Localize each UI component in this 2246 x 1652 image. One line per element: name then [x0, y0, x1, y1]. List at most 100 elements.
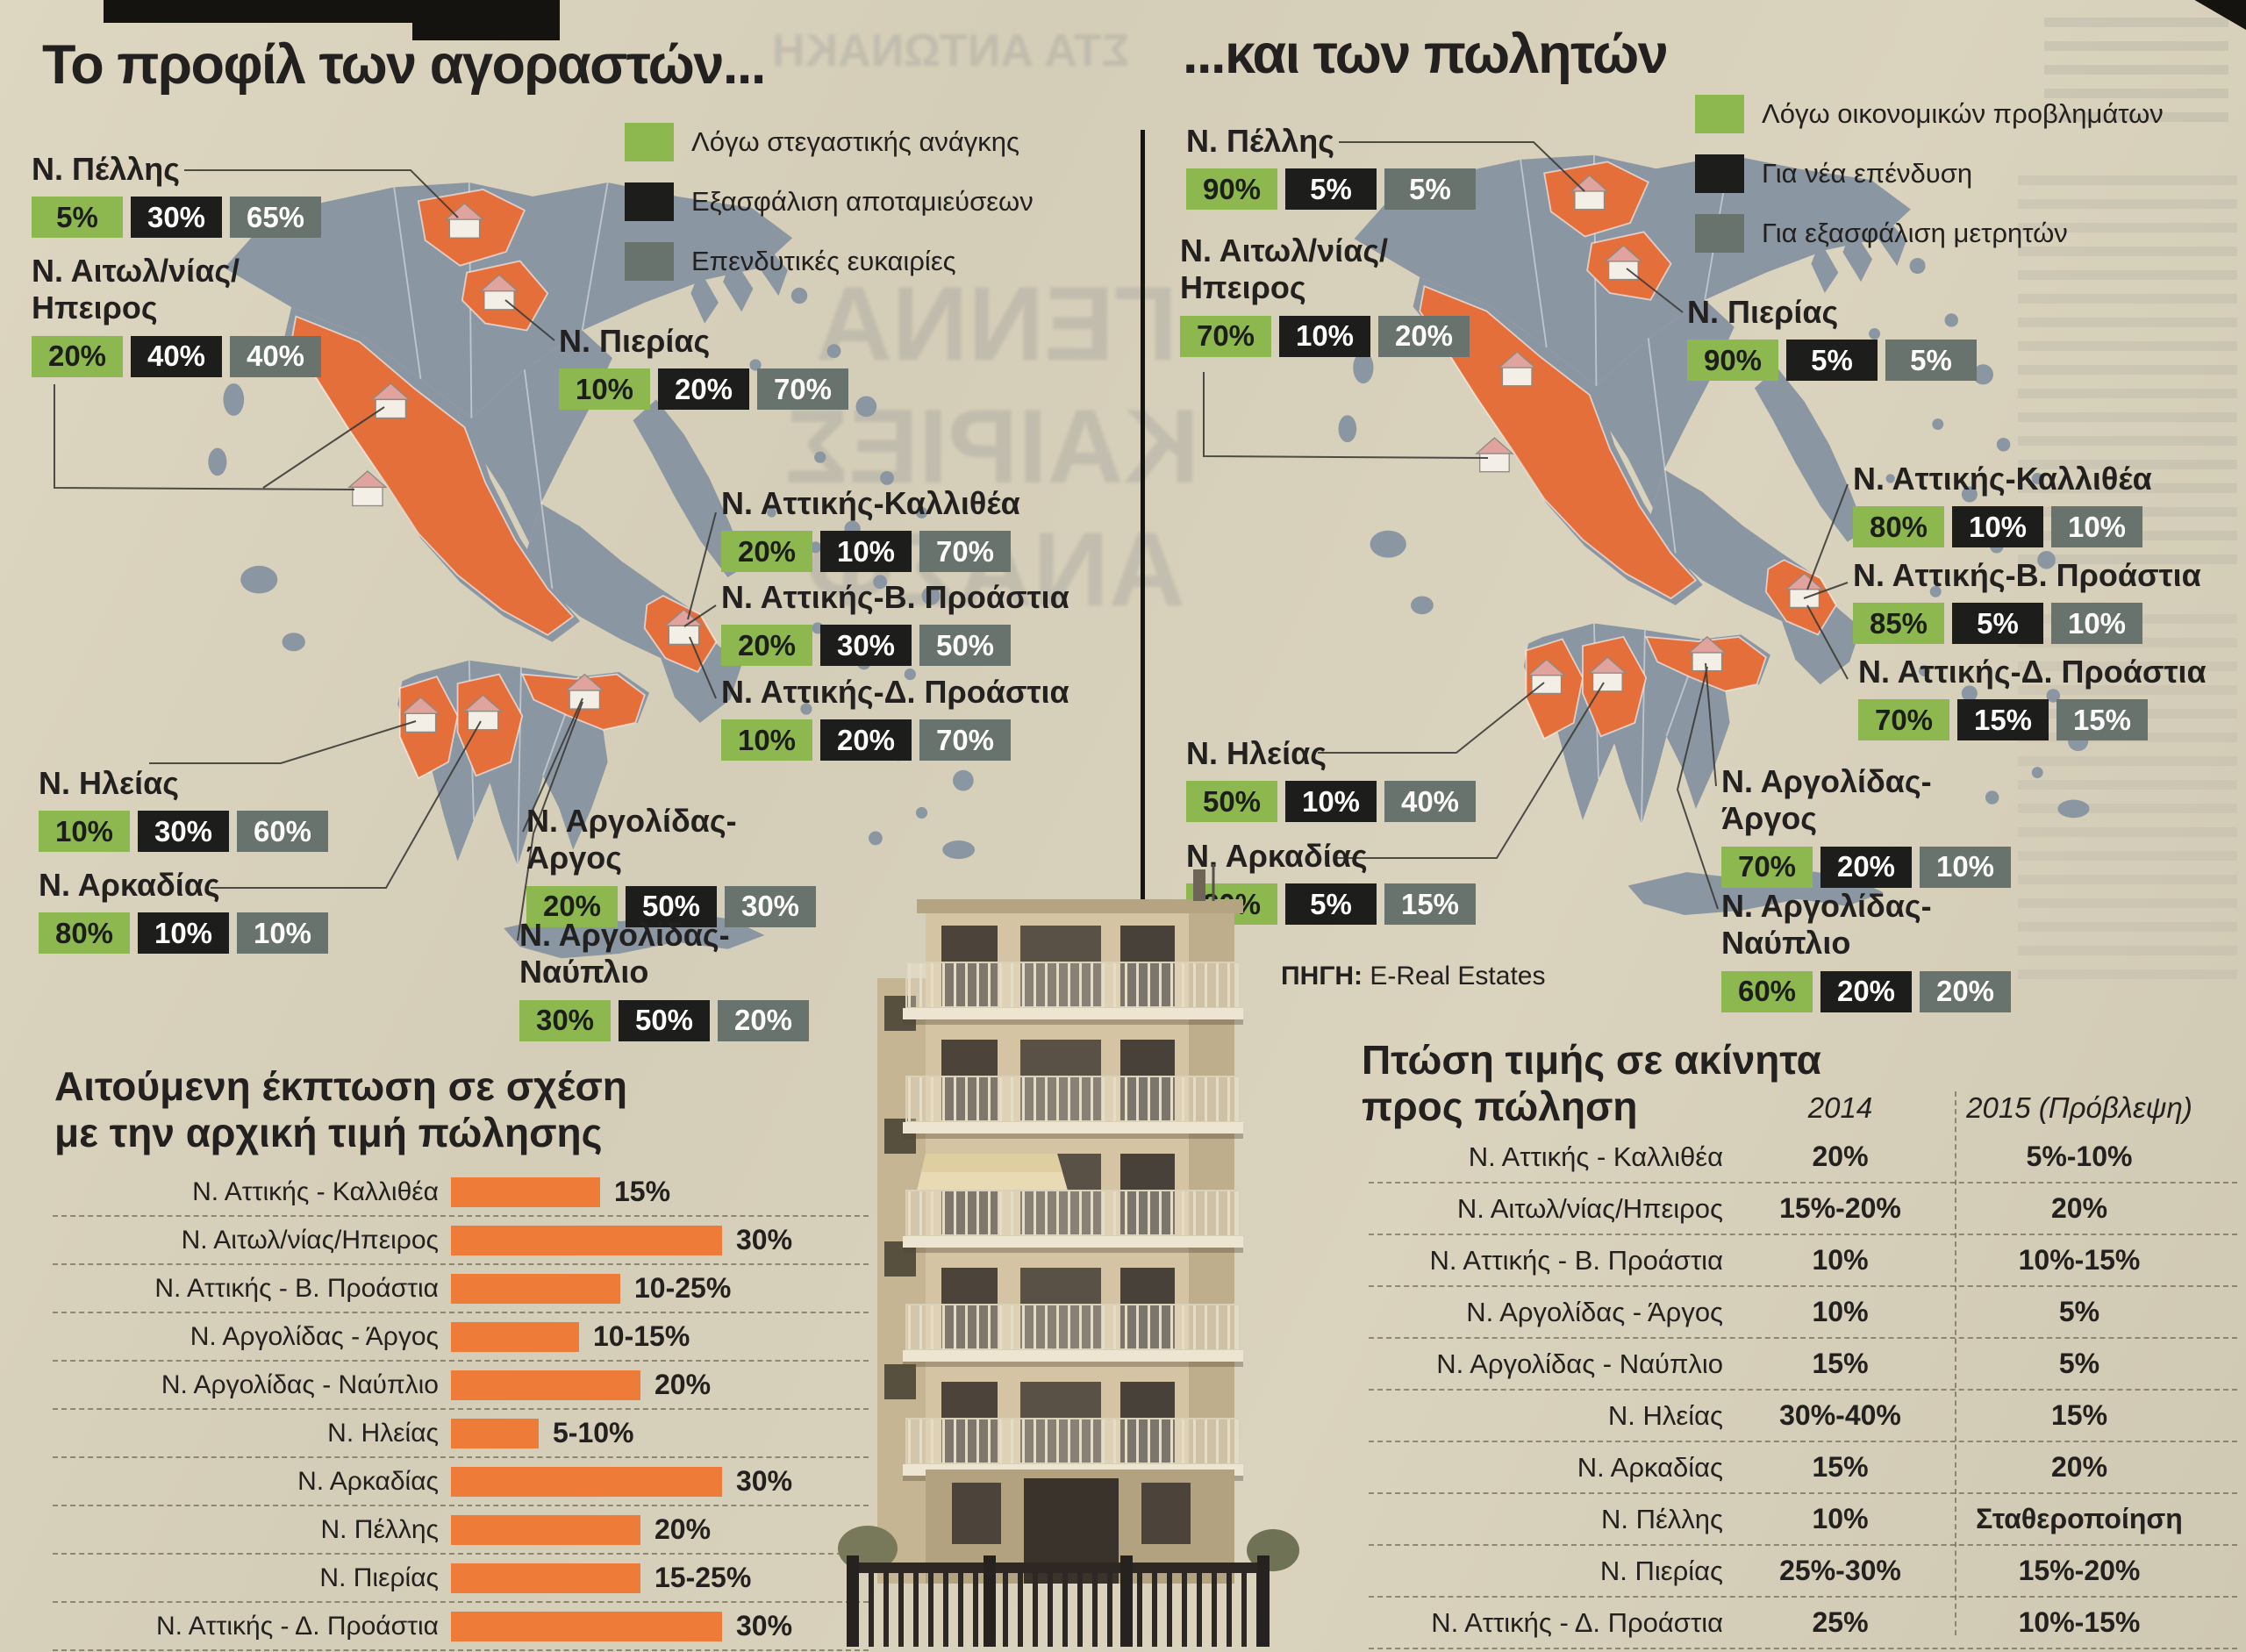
region-ileia-buyers: Ν. Ηλείας 10% 30% 60%	[39, 765, 328, 853]
chip-black: 10%	[1285, 781, 1377, 823]
chip-green: 60%	[1721, 970, 1813, 1012]
sellers-legend: Λόγω οικονομικών προβλημάτων Για νέα επέ…	[1695, 95, 2164, 253]
legend-item: Επενδυτικές ευκαιρίες	[625, 242, 1034, 281]
source-value: E-Real Estates	[1370, 962, 1546, 990]
chip-gray: 30%	[725, 885, 816, 927]
bar	[451, 1176, 600, 1207]
bar-row: Ν. Πιερίας 15-25%	[53, 1555, 869, 1603]
bar	[451, 1418, 539, 1448]
legend-label: Επενδυτικές ευκαιρίες	[691, 246, 956, 276]
region-kallithea-sellers: Ν. Αττικής-Καλλιθέα 80% 10% 10%	[1853, 461, 2152, 548]
legend-label: Λόγω οικονομικών προβλημάτων	[1762, 98, 2164, 129]
bar	[451, 1514, 640, 1545]
chip-green: 70%	[1721, 846, 1813, 888]
region-name: Ν. Πέλλης	[32, 151, 180, 187]
chip-gray: 40%	[1384, 781, 1476, 823]
chip-gray: 10%	[2051, 506, 2142, 548]
chip-black: 50%	[626, 885, 717, 927]
chip-green: 30%	[519, 999, 611, 1041]
region-nafplio-sellers: Ν. Αργολίδας- Ναύπλιο 60% 20% 20%	[1721, 888, 2011, 1012]
buyers-title: Το προφίλ των αγοραστών...	[42, 34, 766, 96]
chip-green: 10%	[39, 811, 130, 853]
chip-black: 20%	[1820, 970, 1912, 1012]
chip-gray: 60%	[237, 811, 328, 853]
table-header: 2014 2015 (Πρόβλεψη)	[1369, 1084, 2237, 1132]
chip-gray: 15%	[2056, 699, 2148, 741]
chip-green: 90%	[1186, 168, 1277, 211]
bleedthrough-headline: ΣΤΑ ΑΝΤΩΝΑΚΗ	[772, 25, 1130, 76]
bar-row: Ν. Αιτωλ/νίας/Ηπειρος 30%	[53, 1217, 869, 1265]
legend-label: Λόγω στεγαστικής ανάγκης	[691, 126, 1019, 157]
chip-black: 10%	[1952, 506, 2043, 548]
bar-row: Ν. Αρκαδίας 30%	[53, 1458, 869, 1506]
region-name: Ν. Αργολίδας- Ναύπλιο	[1721, 888, 1932, 962]
bar-row: Ν. Ηλείας 5-10%	[53, 1410, 869, 1458]
region-name: Ν. Αττικής-Καλλιθέα	[1853, 461, 2152, 497]
table-row: Ν. Πιερίας 25%-30% 15%-20%	[1369, 1546, 2237, 1598]
region-name: Ν. Πιερίας	[1687, 294, 1839, 330]
bar	[451, 1563, 640, 1593]
region-name: Ν. Αττικής-Καλλιθέα	[721, 485, 1020, 521]
chip-black: 20%	[658, 368, 749, 411]
legend-swatch-black	[1695, 154, 1744, 193]
chip-gray: 70%	[919, 719, 1011, 762]
region-name: Ν. Ηλείας	[1186, 735, 1327, 771]
region-name: Ν. Πιερίας	[559, 323, 711, 359]
bar	[451, 1611, 722, 1641]
region-vproastia-buyers: Ν. Αττικής-Β. Προάστια 20% 30% 50%	[721, 579, 1069, 667]
buyers-legend: Λόγω στεγαστικής ανάγκης Εξασφάλιση αποτ…	[625, 123, 1034, 281]
chip-green: 85%	[1853, 603, 1944, 645]
bar-row: Ν. Αττικής - Δ. Προάστια 30%	[53, 1603, 869, 1651]
table-row: Ν. Αττικής - Καλλιθέα 20% 5%-10%	[1369, 1132, 2237, 1184]
region-name: Ν. Αιτωλ/νίας/Ηπειρος	[32, 253, 240, 326]
bar-row: Ν. Αργολίδας - Ναύπλιο 20%	[53, 1362, 869, 1410]
column-2014: 2014	[1807, 1091, 1873, 1124]
region-pieria-buyers: Ν. Πιερίας 10% 20% 70%	[559, 323, 848, 411]
chip-gray: 10%	[2051, 603, 2142, 645]
legend-item: Λόγω οικονομικών προβλημάτων	[1695, 95, 2164, 133]
table-row: Ν. Πέλλης 10% Σταθεροποίηση	[1369, 1494, 2237, 1546]
chip-green: 80%	[1853, 506, 1944, 548]
table-row: Ν. Αργολίδας - Άργος 10% 5%	[1369, 1287, 2237, 1339]
bar	[451, 1321, 579, 1352]
chip-green: 80%	[39, 912, 130, 955]
legend-swatch-green	[625, 123, 674, 161]
table-row: Ν. Αρκαδίας 15% 20%	[1369, 1442, 2237, 1494]
legend-swatch-green	[1695, 95, 1744, 133]
sellers-title: ...και των πωλητών	[1183, 24, 1669, 85]
region-name: Ν. Αργολίδας- Άργος	[526, 803, 737, 876]
region-dproastia-buyers: Ν. Αττικής-Δ. Προάστια 10% 20% 70%	[721, 674, 1069, 762]
table-row: Ν. Αττικής - Δ. Προάστια 25% 10%-15%	[1369, 1598, 2237, 1649]
chip-gray: 10%	[237, 912, 328, 955]
chip-gray: 40%	[230, 335, 321, 377]
chip-green: 10%	[559, 368, 650, 411]
region-name: Ν. Αιτωλ/νίας/Ηπειρος	[1180, 232, 1389, 306]
chip-green: 70%	[1180, 315, 1271, 357]
chip-green: 20%	[32, 335, 123, 377]
chip-black: 5%	[1285, 168, 1377, 211]
chip-black: 40%	[131, 335, 222, 377]
chip-black: 5%	[1952, 603, 2043, 645]
price-drop-table: 2014 2015 (Πρόβλεψη) Ν. Αττικής - Καλλιθ…	[1369, 1084, 2237, 1649]
chip-gray: 20%	[1378, 315, 1470, 357]
table-row: Ν. Ηλείας 30%-40% 15%	[1369, 1391, 2237, 1442]
region-name: Ν. Αργολίδας- Ναύπλιο	[519, 917, 730, 990]
legend-item: Εξασφάλιση αποταμιεύσεων	[625, 182, 1034, 221]
bar	[451, 1370, 640, 1400]
bar	[451, 1273, 620, 1304]
region-name: Ν. Αττικής-Β. Προάστια	[721, 579, 1069, 615]
bar-row: Ν. Πέλλης 20%	[53, 1506, 869, 1555]
table-row: Ν. Αργολίδας - Ναύπλιο 15% 5%	[1369, 1339, 2237, 1391]
region-name: Ν. Αργολίδας- Άργος	[1721, 763, 1932, 837]
legend-item: Για εξασφάλιση μετρητών	[1695, 214, 2164, 253]
region-name: Ν. Ηλείας	[39, 765, 179, 801]
masthead-fragment-box	[412, 0, 560, 40]
chip-black: 30%	[131, 197, 222, 239]
chip-black: 5%	[1786, 340, 1878, 382]
legend-label: Εξασφάλιση αποταμιεύσεων	[691, 186, 1034, 217]
chip-green: 70%	[1858, 699, 1949, 741]
chip-gray: 70%	[757, 368, 848, 411]
region-argos-sellers: Ν. Αργολίδας- Άργος 70% 20% 10%	[1721, 763, 2011, 888]
region-vproastia-sellers: Ν. Αττικής-Β. Προάστια 85% 5% 10%	[1853, 557, 2201, 645]
